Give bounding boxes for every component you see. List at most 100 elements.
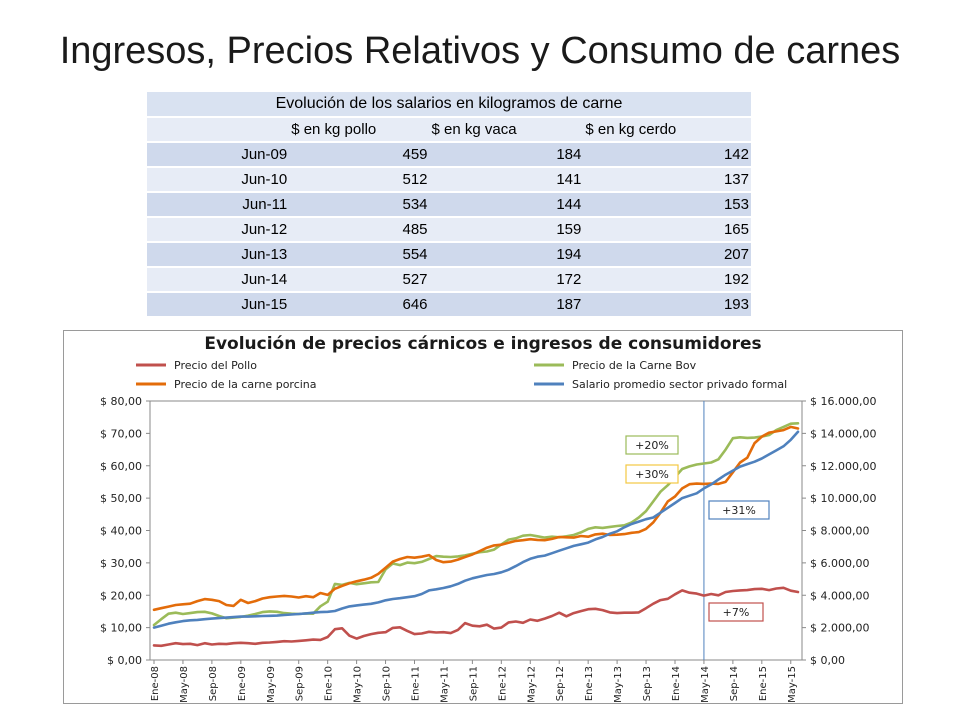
table-row: Jun-12 485 159 165 xyxy=(147,216,751,242)
x-tick-label: Sep-14 xyxy=(729,666,740,701)
annotation-label: +30% xyxy=(635,468,669,481)
y-right-tick-label: $ 4.000,00 xyxy=(810,589,869,602)
table-cell: 142 xyxy=(583,141,751,167)
x-tick-label: Sep-09 xyxy=(295,666,306,701)
y-right-tick-label: $ 16.000,00 xyxy=(810,395,876,408)
table-cell: 184 xyxy=(429,141,584,167)
y-left-tick-label: $ 70,00 xyxy=(100,427,142,440)
y-right-tick-label: $ 10.000,00 xyxy=(810,492,876,505)
table-title: Evolución de los salarios en kilogramos … xyxy=(147,90,751,117)
row-label: Jun-11 xyxy=(147,191,290,217)
table-cell: 527 xyxy=(289,266,430,292)
x-tick-label: Ene-10 xyxy=(324,666,335,701)
x-tick-label: Ene-15 xyxy=(758,666,769,701)
y-right-tick-label: $ 14.000,00 xyxy=(810,427,876,440)
x-tick-label: Sep-12 xyxy=(555,666,566,701)
table-cell: 144 xyxy=(429,191,584,217)
legend-entry: Salario promedio sector privado formal xyxy=(572,378,787,391)
table-cell: 153 xyxy=(583,191,751,217)
table-cell: 554 xyxy=(289,241,430,267)
table-cell: 137 xyxy=(583,166,751,192)
table-row: Jun-15 646 187 193 xyxy=(147,291,751,316)
x-tick-label: May-12 xyxy=(526,666,537,703)
legend-entry: Precio de la carne porcina xyxy=(174,378,317,391)
series-line xyxy=(152,425,800,612)
x-tick-label: Ene-09 xyxy=(237,666,248,701)
row-label: Jun-10 xyxy=(147,166,290,192)
y-left-tick-label: $ 0,00 xyxy=(107,654,142,667)
x-tick-label: Sep-10 xyxy=(382,666,393,701)
row-label: Jun-09 xyxy=(147,141,290,167)
x-tick-label: May-15 xyxy=(787,666,798,703)
y-left-tick-label: $ 30,00 xyxy=(100,557,142,570)
y-left-tick-label: $ 50,00 xyxy=(100,492,142,505)
table-cell: 512 xyxy=(289,166,430,192)
x-tick-label: Sep-11 xyxy=(468,666,479,701)
table-row: Jun-13 554 194 207 xyxy=(147,241,751,267)
x-tick-label: May-13 xyxy=(613,666,624,703)
table-row: Jun-09 459 184 142 xyxy=(147,141,751,167)
table-header-row: $ en kg pollo $ en kg vaca $ en kg cerdo xyxy=(147,116,751,142)
x-tick-label: May-10 xyxy=(353,666,364,703)
table-cell: 159 xyxy=(429,216,584,242)
chart-title: Evolución de precios cárnicos e ingresos… xyxy=(204,334,761,354)
annotation-box xyxy=(625,435,679,455)
table-cell: 187 xyxy=(429,291,584,316)
table-row: Jun-10 512 141 137 xyxy=(147,166,751,192)
y-left-tick-label: $ 20,00 xyxy=(100,589,142,602)
annotation-label: +7% xyxy=(723,606,750,619)
table-cell: 141 xyxy=(429,166,584,192)
annotation-box xyxy=(708,602,764,622)
column-header xyxy=(147,116,290,142)
table-cell: 192 xyxy=(583,266,751,292)
table-cell: 194 xyxy=(429,241,584,267)
y-right-tick-label: $ 8.000,00 xyxy=(810,525,869,538)
column-header: $ en kg pollo xyxy=(289,116,430,142)
price-income-chart: Evolución de precios cárnicos e ingresos… xyxy=(100,334,876,703)
annotation-box xyxy=(708,500,770,520)
table-cell: 485 xyxy=(289,216,430,242)
y-left-tick-label: $ 60,00 xyxy=(100,460,142,473)
y-right-tick-label: $ 2.000,00 xyxy=(810,622,869,635)
table-cell: 646 xyxy=(289,291,430,316)
y-right-tick-label: $ 6.000,00 xyxy=(810,557,869,570)
x-tick-label: Ene-12 xyxy=(497,666,508,701)
x-tick-label: Ene-08 xyxy=(150,666,161,701)
table-cell: 172 xyxy=(429,266,584,292)
x-tick-label: May-14 xyxy=(700,666,711,703)
x-tick-label: Ene-14 xyxy=(671,666,682,701)
x-tick-label: May-11 xyxy=(439,666,450,703)
y-left-tick-label: $ 40,00 xyxy=(100,525,142,538)
legend-entry: Precio del Pollo xyxy=(174,359,257,372)
wage-table: Evolución de los salarios en kilogramos … xyxy=(147,90,751,316)
x-tick-label: May-09 xyxy=(266,666,277,703)
y-right-tick-label: $ 0,00 xyxy=(810,654,845,667)
row-label: Jun-15 xyxy=(147,291,290,316)
y-left-tick-label: $ 10,00 xyxy=(100,622,142,635)
annotation-label: +20% xyxy=(635,439,669,452)
table-row: Jun-14 527 172 192 xyxy=(147,266,751,292)
chart-panel: Evolución de precios cárnicos e ingresos… xyxy=(63,330,903,704)
annotation-label: +31% xyxy=(722,504,756,517)
series-line xyxy=(152,586,800,648)
table-cell: 459 xyxy=(289,141,430,167)
y-left-tick-label: $ 80,00 xyxy=(100,395,142,408)
x-tick-label: Sep-13 xyxy=(642,666,653,701)
table-cell: 207 xyxy=(583,241,751,267)
table-cell: 165 xyxy=(583,216,751,242)
x-tick-label: Sep-08 xyxy=(208,666,219,701)
y-right-tick-label: $ 12.000,00 xyxy=(810,460,876,473)
row-label: Jun-13 xyxy=(147,241,290,267)
column-header: $ en kg cerdo xyxy=(583,116,751,142)
slide-title: Ingresos, Precios Relativos y Consumo de… xyxy=(59,30,901,72)
annotation-box xyxy=(625,464,679,484)
row-label: Jun-14 xyxy=(147,266,290,292)
table-title-row: Evolución de los salarios en kilogramos … xyxy=(147,90,751,117)
table-cell: 193 xyxy=(583,291,751,316)
x-tick-label: Ene-11 xyxy=(410,666,421,701)
table-cell: 534 xyxy=(289,191,430,217)
series-line xyxy=(152,430,800,629)
x-tick-label: May-08 xyxy=(179,666,190,703)
table-row: Jun-11 534 144 153 xyxy=(147,191,751,217)
x-tick-label: Ene-13 xyxy=(584,666,595,701)
